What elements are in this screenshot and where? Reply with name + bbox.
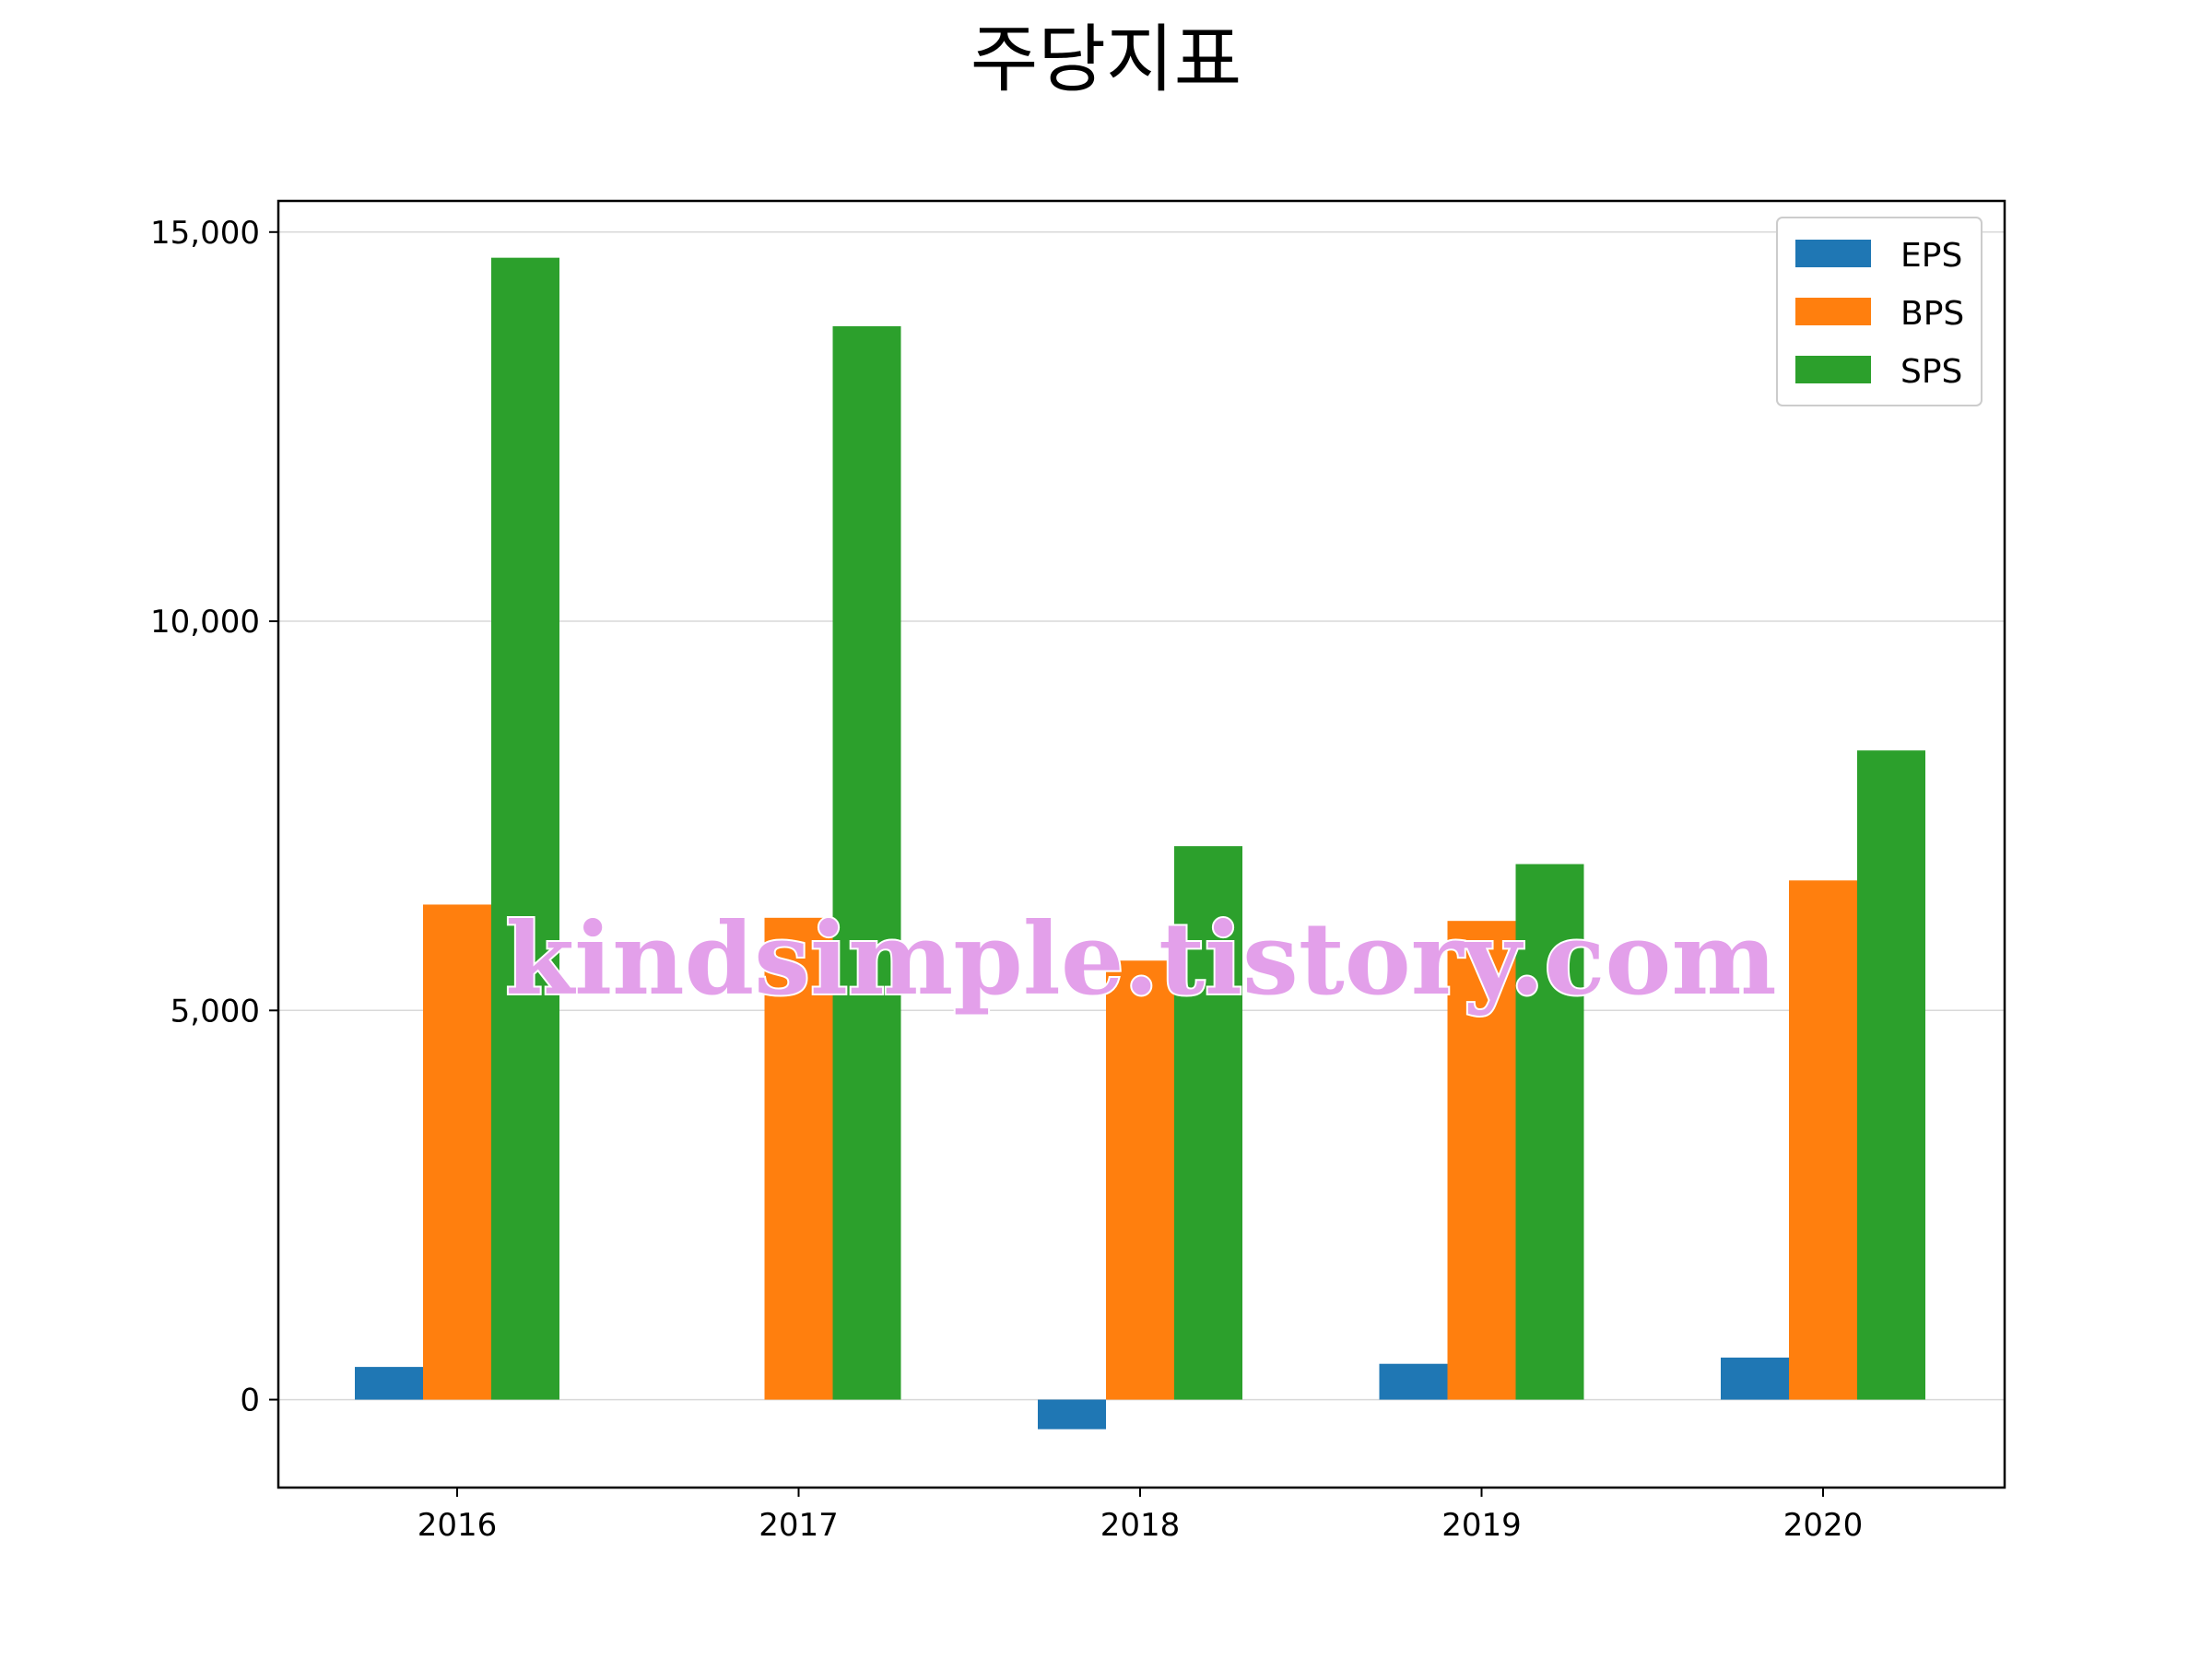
chart-title: 주당지표 (971, 17, 1241, 102)
legend-label-eps: EPS (1900, 237, 1962, 275)
bar-sps-2017 (832, 325, 901, 1400)
x-tick-label: 2020 (1783, 1507, 1864, 1544)
bar-sps-2016 (491, 257, 559, 1400)
plot-frame (276, 199, 2006, 1489)
bars (355, 257, 1925, 1430)
y-tick-label: 10,000 (150, 604, 260, 641)
bar-bps-2018 (1106, 960, 1174, 1400)
x-axis: 2016 2017 2018 2019 2020 (418, 1488, 1864, 1544)
x-tick-label: 2018 (1100, 1507, 1181, 1544)
legend-swatch-sps (1795, 356, 1871, 383)
bar-bps-2016 (423, 904, 491, 1400)
bar-sps-2019 (1515, 864, 1584, 1400)
bar-sps-2018 (1174, 846, 1242, 1400)
x-tick-label: 2017 (759, 1507, 839, 1544)
bar-bps-2020 (1789, 880, 1857, 1400)
y-axis: 0 5,000 10,000 15,000 (150, 215, 278, 1419)
x-tick-label: 2016 (418, 1507, 498, 1544)
bar-eps-2019 (1379, 1363, 1448, 1400)
bar-sps-2020 (1857, 750, 1925, 1400)
bar-bps-2017 (764, 917, 833, 1400)
watermark: kindsimple.tistory.com (505, 901, 1776, 1018)
bar-eps-2016 (355, 1367, 423, 1400)
y-tick-label: 5,000 (171, 993, 260, 1030)
bar-eps-2020 (1721, 1357, 1789, 1400)
legend-swatch-eps (1795, 240, 1871, 267)
legend-swatch-bps (1795, 298, 1871, 325)
y-tick-label: 0 (240, 1382, 260, 1419)
x-tick-label: 2019 (1441, 1507, 1522, 1544)
y-tick-label: 15,000 (150, 215, 260, 252)
bar-bps-2019 (1447, 921, 1516, 1400)
legend-label-bps: BPS (1900, 295, 1964, 333)
legend: EPS BPS SPS (1776, 217, 1983, 406)
bar-eps-2018 (1038, 1399, 1106, 1430)
legend-label-sps: SPS (1900, 353, 1962, 391)
